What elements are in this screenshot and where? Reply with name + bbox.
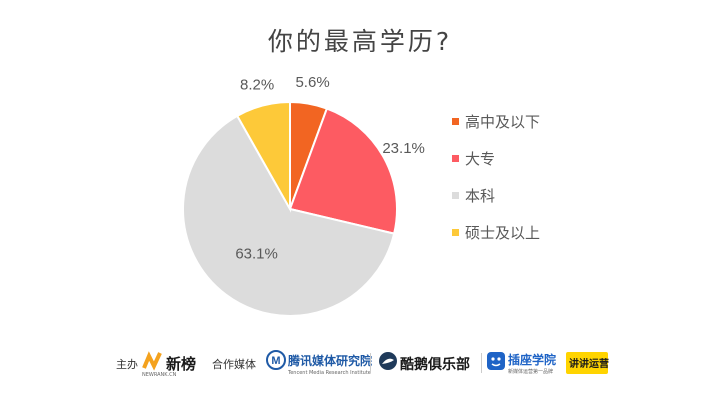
pie-slice bbox=[288, 107, 398, 235]
socket-icon bbox=[487, 352, 505, 370]
svg-text:M: M bbox=[271, 355, 280, 367]
legend-item: 硕士及以上 bbox=[452, 214, 602, 251]
partner-label: 合作媒体 bbox=[212, 358, 256, 371]
pie-slice bbox=[182, 114, 396, 317]
legend-item: 大专 bbox=[452, 140, 602, 177]
newrank-logo-sub: NEWRANK.CN bbox=[142, 372, 177, 378]
tencent-media-logo-sub: Tencent Media Research Institute bbox=[288, 370, 371, 376]
tencent-media-logo: M 腾讯媒体研究院 Tencent Media Research Institu… bbox=[266, 350, 372, 378]
slice-label: 63.1% bbox=[235, 245, 278, 262]
chazuo-logo: 插座学院 新媒体运营第一品牌 bbox=[486, 350, 558, 378]
jiangjiang-logo: 讲讲运营 bbox=[566, 352, 609, 374]
jiangjiang-logo-text: 讲讲运营 bbox=[569, 359, 609, 370]
legend-label: 高中及以下 bbox=[465, 113, 541, 131]
slice-label: 23.1% bbox=[382, 140, 425, 157]
logo-divider bbox=[481, 353, 482, 373]
legend-item: 本科 bbox=[452, 177, 602, 214]
slice-label: 5.6% bbox=[295, 74, 329, 91]
sponsor-footer: 主办 新榜 NEWRANK.CN 合作媒体 M 腾讯媒体研究院 Tencent … bbox=[0, 344, 720, 384]
legend-swatch bbox=[452, 192, 459, 199]
penguin-icon bbox=[379, 352, 397, 370]
legend-label: 本科 bbox=[465, 187, 496, 205]
slice-label: 8.2% bbox=[240, 76, 274, 93]
pie-chart: 5.6% 23.1% 63.1% 8.2% bbox=[182, 74, 425, 317]
legend-label: 硕士及以上 bbox=[465, 224, 541, 242]
logo-divider bbox=[370, 353, 371, 373]
legend-swatch bbox=[452, 155, 459, 162]
tencent-media-logo-icon: M bbox=[266, 350, 286, 370]
newrank-logo-icon bbox=[142, 351, 162, 371]
host-label: 主办 bbox=[116, 358, 138, 371]
pie-slice bbox=[235, 100, 291, 213]
legend: 高中及以下 大专 本科 硕士及以上 bbox=[452, 103, 602, 251]
legend-swatch bbox=[452, 229, 459, 236]
newrank-logo-text: 新榜 bbox=[166, 355, 197, 373]
cooler-club-logo: 酷鹅俱乐部 bbox=[378, 350, 478, 378]
chart-title: 你的最高学历? bbox=[267, 27, 453, 56]
chazuo-logo-text: 插座学院 bbox=[508, 353, 557, 367]
newrank-logo: 新榜 NEWRANK.CN bbox=[142, 350, 212, 378]
legend-item: 高中及以下 bbox=[452, 103, 602, 140]
legend-label: 大专 bbox=[465, 150, 496, 168]
tencent-media-logo-text: 腾讯媒体研究院 bbox=[288, 354, 373, 368]
cooler-club-logo-text: 酷鹅俱乐部 bbox=[400, 357, 470, 373]
legend-swatch bbox=[452, 118, 459, 125]
chazuo-logo-sub: 新媒体运营第一品牌 bbox=[508, 369, 554, 375]
